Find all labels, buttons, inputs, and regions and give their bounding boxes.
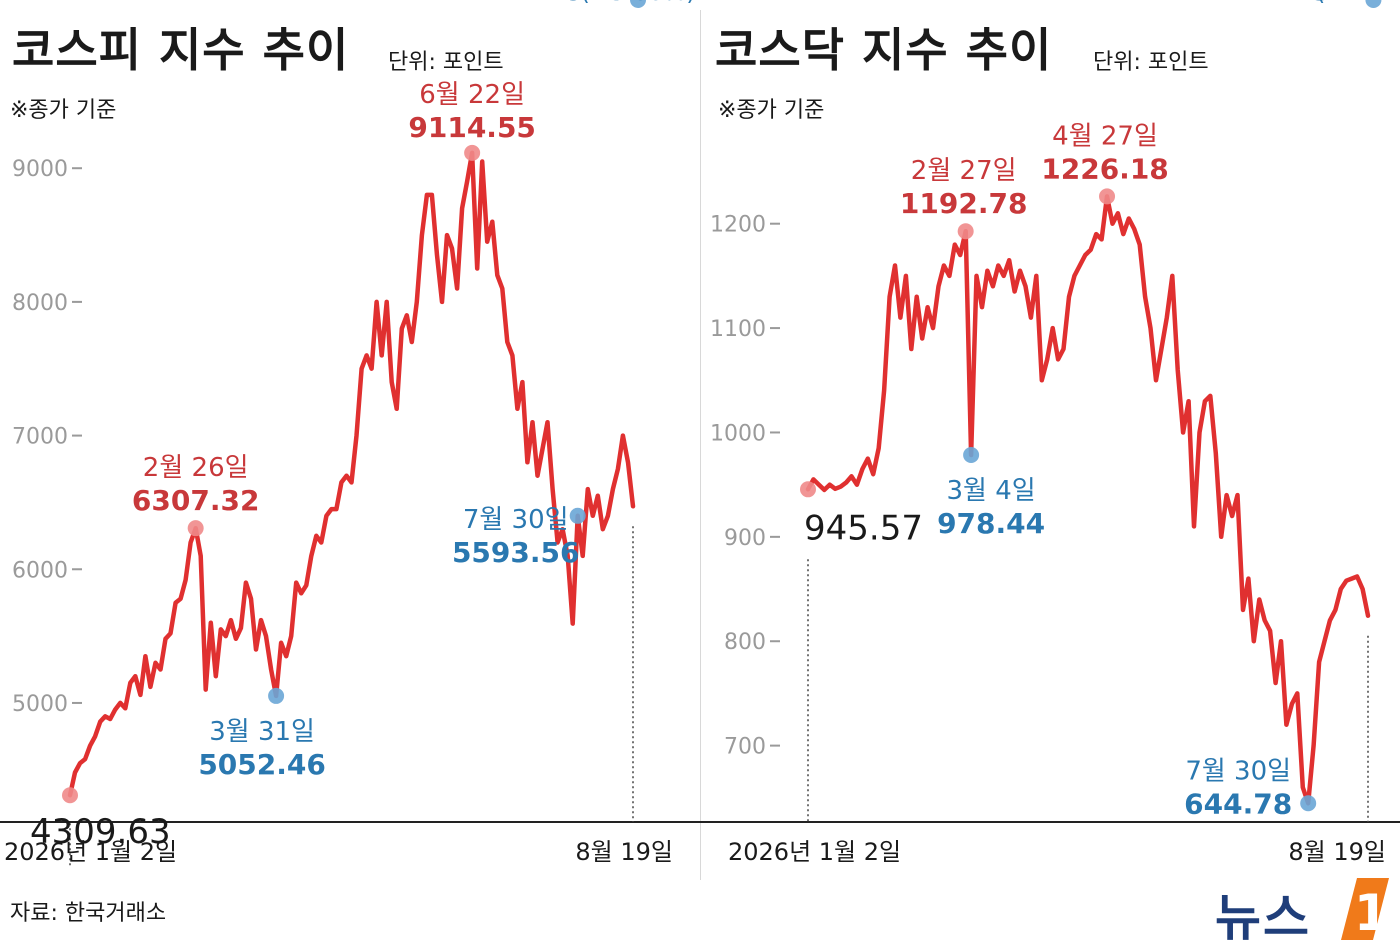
kospi-line-chart: 5000 6000 7000 8000 9000 2026년 1월 2일 8월 19일 430…: [0, 0, 715, 866]
kospi-y-tick-label: 6000: [12, 558, 68, 583]
kosdaq-annotation-date: 3월 4일: [947, 476, 1036, 506]
kosdaq-x-start-label: 2026년 1월 2일: [728, 838, 901, 866]
kospi-annotation-date: 6월 22일: [419, 80, 525, 110]
kosdaq-point-marker: [800, 481, 816, 498]
panel-divider: [700, 10, 701, 880]
kosdaq-point-marker: [1300, 795, 1317, 812]
kosdaq-line-chart: 700 800 900 1000 1100 1200 2026년 1월 2일 8월 19일 94…: [700, 0, 1400, 866]
logo-text: 뉴스: [1215, 889, 1311, 947]
kospi-point-marker: [464, 144, 481, 161]
kosdaq-annotation-value: 978.44: [937, 507, 1045, 540]
kosdaq-y-tick-label: 1000: [710, 421, 766, 446]
kospi-panel: 코스피 지수 추이 단위: 포인트 ※종가 기준 5000 6000 7000 800…: [0, 0, 715, 880]
kospi-end-change-label: (−5.80%): [580, 0, 695, 6]
kosdaq-y-tick: 1100: [710, 317, 780, 342]
kosdaq-chart-title: 코스닥 지수 추이: [715, 23, 1053, 77]
kospi-point-marker: [569, 507, 586, 524]
kosdaq-start-value-label: 945.57: [804, 508, 923, 548]
kospi-annotation-value: 9114.55: [408, 111, 536, 144]
kosdaq-unit-label: 단위: 포인트: [1093, 50, 1209, 75]
kosdaq-panel: 코스닥 지수 추이 단위: 포인트 ※종가 기준 700 800 900 1000 11…: [700, 0, 1400, 880]
kospi-y-tick: 5000: [12, 692, 82, 717]
kosdaq-annotation-date: 2월 27일: [911, 156, 1017, 186]
kospi-annotation-date: 2월 26일: [143, 453, 249, 483]
kospi-annotation-date: 7월 30일: [463, 505, 569, 535]
kospi-unit-label: 단위: 포인트: [388, 50, 504, 75]
kosdaq-point-marker: [1365, 0, 1382, 8]
kospi-x-start-label: 2026년 1월 2일: [4, 838, 177, 866]
kosdaq-point-marker: [957, 223, 974, 240]
kosdaq-x-end-label: 8월 19일: [1288, 838, 1386, 866]
kospi-y-tick: 7000: [12, 425, 82, 450]
kosdaq-y-tick-label: 900: [724, 526, 766, 551]
kospi-y-tick: 6000: [12, 558, 82, 583]
kosdaq-y-tick: 1000: [710, 421, 780, 446]
kosdaq-end-value-label: 824.46: [1308, 0, 1400, 9]
kosdaq-y-tick-label: 1200: [710, 213, 766, 238]
kosdaq-y-tick-label: 800: [724, 630, 766, 655]
kosdaq-basis-note: ※종가 기준: [718, 98, 825, 123]
logo-mark-icon: 1: [1341, 878, 1389, 942]
kosdaq-annotation-value: 644.78: [1184, 787, 1292, 820]
kospi-annotation-value: 5052.46: [198, 748, 326, 781]
news1-logo: 뉴스 1: [1215, 872, 1395, 947]
kospi-point-marker: [268, 687, 285, 704]
kospi-y-tick-label: 9000: [12, 157, 68, 182]
kosdaq-annotation-date: 4월 27일: [1052, 121, 1158, 151]
kospi-y-tick: 8000: [12, 291, 82, 316]
kospi-point-marker: [187, 520, 204, 537]
kosdaq-y-tick: 800: [724, 630, 780, 655]
kosdaq-y-tick: 900: [724, 526, 780, 551]
kospi-x-end-label: 8월 19일: [575, 838, 673, 866]
kospi-point-marker: [62, 787, 78, 804]
kospi-basis-note: ※종가 기준: [10, 98, 117, 123]
kospi-annotation-value: 5593.56: [452, 536, 580, 569]
kospi-start-value-label: 4309.63: [30, 812, 171, 852]
kospi-end-value-label: 6471.17: [561, 0, 716, 9]
source-note: 자료: 한국거래소: [10, 901, 167, 926]
kosdaq-point-marker: [963, 446, 980, 463]
kosdaq-series-line: [805, 194, 1371, 806]
kospi-series-line: [67, 150, 636, 798]
kosdaq-y-tick-label: 1100: [710, 317, 766, 342]
kosdaq-y-tick: 1200: [710, 213, 780, 238]
kosdaq-annotation-value: 1192.78: [900, 187, 1028, 220]
kospi-y-tick-label: 8000: [12, 291, 68, 316]
kosdaq-annotation-value: 1226.18: [1041, 152, 1169, 185]
kospi-annotation-value: 6307.32: [132, 484, 260, 517]
kospi-y-tick-label: 7000: [12, 425, 68, 450]
logo-mark-text: 1: [1354, 884, 1389, 942]
kospi-y-tick-label: 5000: [12, 692, 68, 717]
kosdaq-y-tick: 700: [724, 735, 780, 760]
kospi-y-tick: 9000: [12, 157, 82, 182]
kosdaq-y-tick-label: 700: [724, 735, 766, 760]
kosdaq-annotation-date: 7월 30일: [1185, 756, 1291, 786]
kospi-chart-title: 코스피 지수 추이: [12, 23, 350, 77]
kosdaq-point-marker: [1099, 188, 1116, 205]
kospi-point-marker: [630, 0, 647, 8]
kospi-annotation-date: 3월 31일: [209, 717, 315, 747]
kosdaq-end-change-label: (−1.17%): [1316, 0, 1400, 6]
